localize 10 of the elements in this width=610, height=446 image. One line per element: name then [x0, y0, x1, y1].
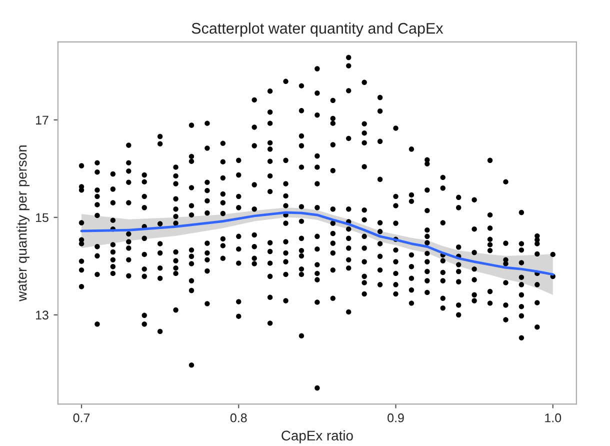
x-tick-label: 0.9: [388, 413, 404, 422]
y-axis-title: water quantity per person: [16, 146, 30, 302]
x-tick-label: 0.8: [230, 413, 247, 422]
x-axis-title: CapEx ratio: [282, 430, 353, 444]
x-tick-label: 0.7: [73, 413, 90, 422]
x-tick-label: 1.0: [545, 413, 562, 422]
chart-title: Scatterplot water quantity and CapEx: [192, 22, 444, 37]
y-tick-label: 17: [36, 116, 48, 124]
y-tick-label: 13: [36, 310, 48, 320]
y-tick-label: 15: [36, 213, 48, 222]
